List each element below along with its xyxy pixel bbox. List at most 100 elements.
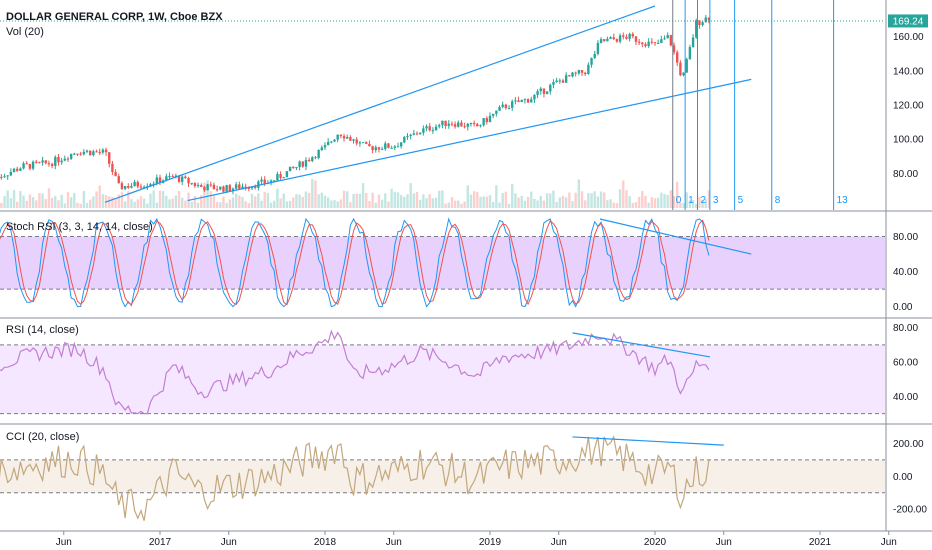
volume-bar [606,200,609,208]
candle-body [656,42,660,44]
candle-body [371,146,374,151]
volume-bar [656,197,660,208]
volume-bar [707,190,711,208]
candle-body [571,72,574,77]
candle-body [219,186,222,190]
volume-bar [368,201,371,208]
candle-body [98,152,101,154]
candle-body [114,172,117,177]
candle-body [0,176,3,178]
volume-bar [688,200,692,208]
candle-body [28,163,32,169]
volume-bar [120,191,124,208]
candle-body [514,100,517,102]
volume-bar [523,200,527,208]
candle-body [288,166,292,172]
volume-bar [418,199,422,208]
fib-time-zone-label: 13 [837,195,849,206]
candle-body [415,133,419,135]
candle-body [647,41,650,47]
volume-bar [526,196,530,208]
candle-body [250,186,254,189]
candle-body [472,123,476,125]
candle-body [311,157,314,161]
candle-body [273,180,276,182]
cci-trendline[interactable] [572,436,724,446]
volume-bar [98,185,101,208]
volume-bar [292,197,295,208]
candle-body [225,185,228,192]
stoch-trendline[interactable] [599,218,752,255]
candle-body [504,104,508,109]
cci-band [0,459,885,493]
volume-bar [641,190,644,208]
candle-body [320,147,324,151]
volume-bar [583,200,587,208]
candle-body [387,143,390,148]
volume-bar [44,198,47,208]
volume-bar [501,192,504,208]
candle-body [104,149,108,153]
volume-bar [181,197,184,208]
candle-body [618,35,622,42]
volume-bar [301,196,304,208]
volume-bar [16,201,19,208]
rsi-tick-label: 60.00 [893,358,918,369]
volume-bar [399,195,403,208]
volume-bar [311,179,314,208]
candle-body [403,136,406,143]
volume-bar [603,192,606,208]
candle-body [3,176,6,178]
candle-body [644,44,647,47]
candle-body [463,126,466,128]
candle-body [54,156,57,166]
volume-bar [577,179,581,208]
volume-bar [260,200,263,208]
candle-body [152,183,155,185]
candle-body [222,186,225,192]
last-price-label: 169.24 [893,16,924,27]
volume-bar [12,190,16,208]
rsi-tick-label: 40.00 [893,392,918,403]
volume-bar [31,197,35,208]
volume-bar [517,197,520,208]
candle-body [523,99,527,101]
volume-bar [393,191,397,208]
candle-body [704,17,707,23]
volume-bar [149,193,152,208]
volume-bar [193,196,197,208]
price-upper-trendline[interactable] [104,5,656,203]
candle-body [682,72,685,76]
candle-body [19,168,22,171]
volume-bar [365,192,368,208]
candle-body [428,126,431,131]
volume-bar [215,201,219,208]
candle-body [599,39,603,43]
candle-body [672,45,676,53]
volume-bar [288,200,292,208]
candle-body [685,59,688,73]
candle-body [88,150,92,156]
volume-bar [231,197,235,208]
volume-bar [244,201,247,208]
volume-bar [200,195,203,208]
rsi-trendline[interactable] [572,332,711,358]
volume-bar [203,182,206,208]
candle-body [133,181,136,187]
volume-bar [422,194,425,208]
candle-body [184,176,187,179]
stoch-d-line [0,219,710,306]
candle-body [384,143,387,149]
candle-body [22,163,25,169]
price-lower-trendline[interactable] [187,78,752,202]
candle-body [238,184,241,189]
candle-body [171,176,174,178]
volume-bar [380,199,384,208]
candle-body [380,148,384,150]
volume-bar [206,180,209,208]
candle-body [409,134,412,136]
volume-bar [35,200,38,208]
volume-bar [599,191,603,208]
candle-body [16,168,19,171]
